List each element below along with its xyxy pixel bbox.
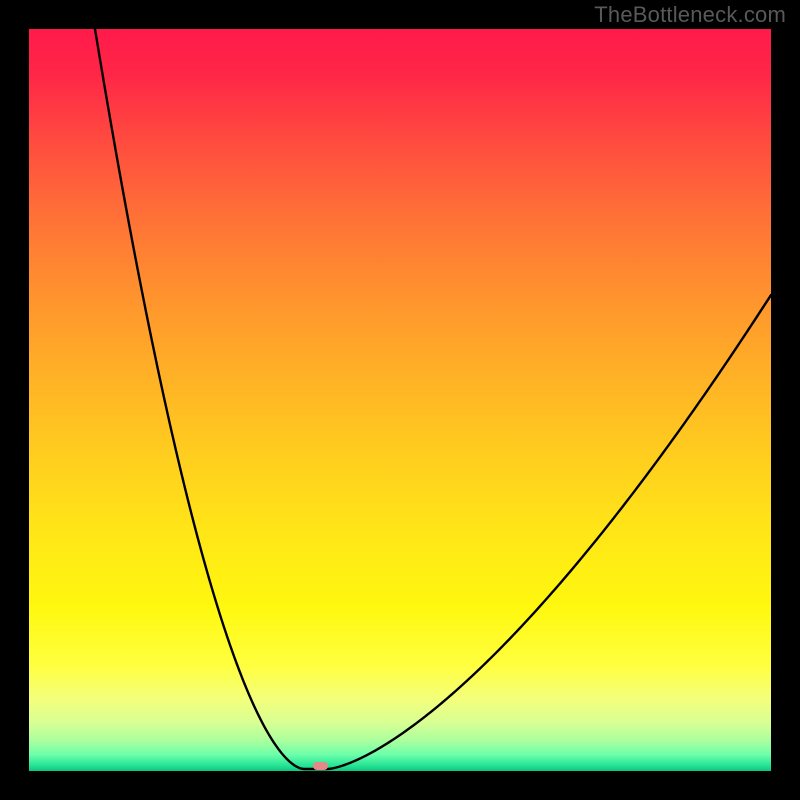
plot-area [29, 29, 771, 771]
minimum-marker [313, 762, 328, 770]
chart-svg [29, 29, 771, 771]
chart-frame: TheBottleneck.com [0, 0, 800, 800]
watermark-text: TheBottleneck.com [594, 2, 786, 28]
gradient-background [29, 29, 771, 771]
